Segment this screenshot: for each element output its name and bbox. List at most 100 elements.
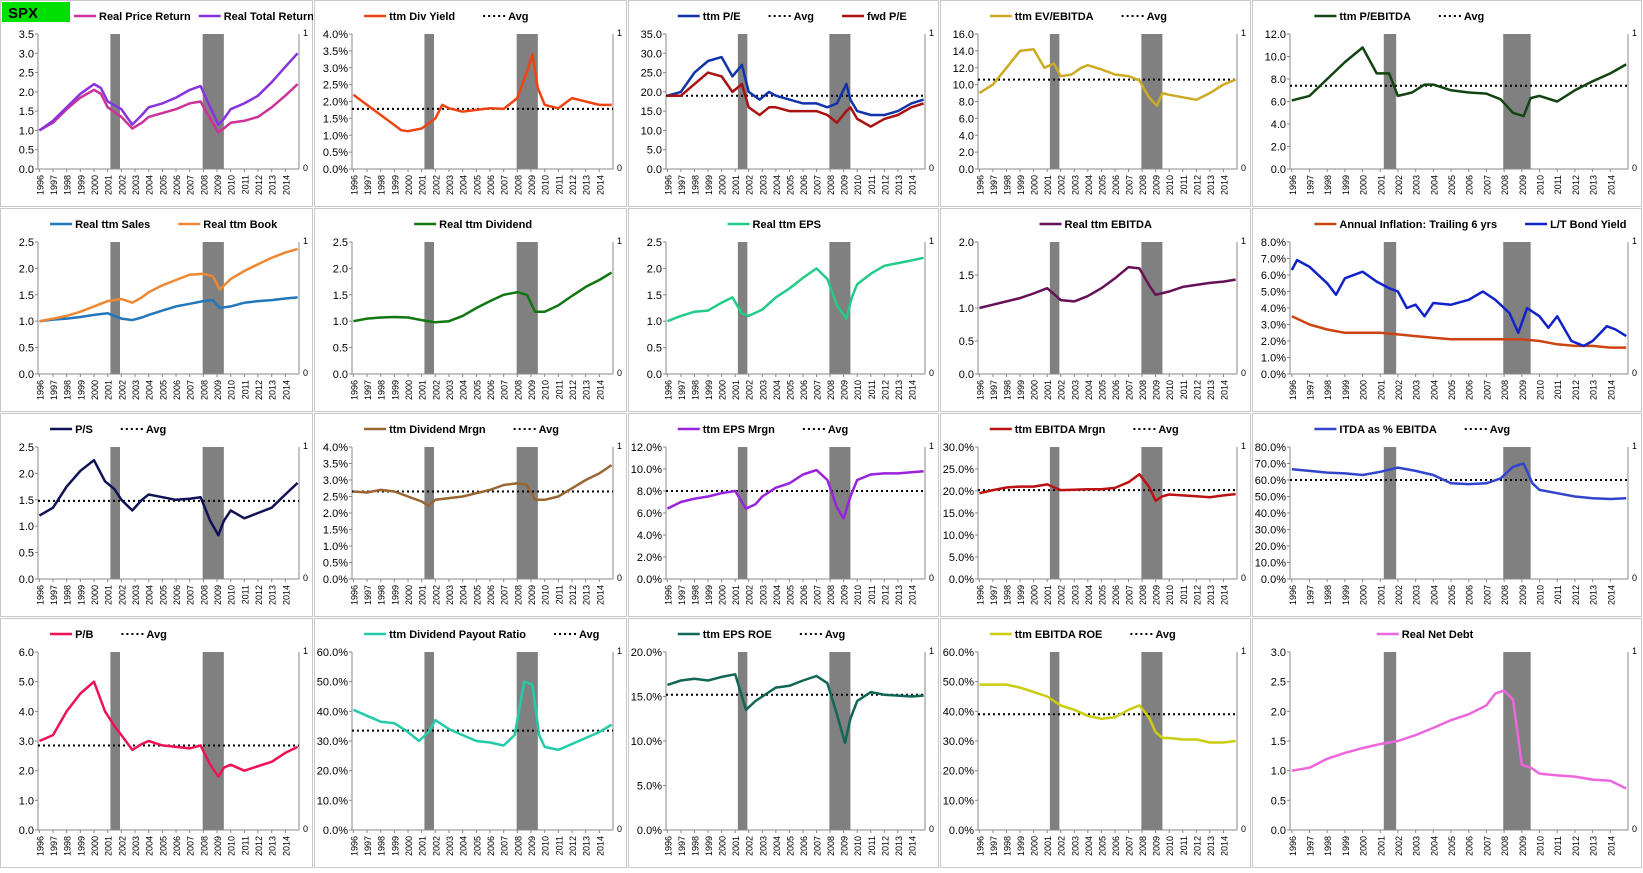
x-tick-label: 1999	[704, 380, 714, 400]
x-tick-label: 2007	[186, 836, 196, 856]
x-tick-label: 2004	[459, 585, 469, 605]
y-tick-label: 60.0%	[943, 647, 974, 659]
x-tick-label: 2001	[731, 585, 741, 605]
x-tick-label: 2003	[1412, 585, 1422, 605]
secondary-tick-label: 1	[1632, 441, 1637, 451]
y-tick-label: 50.0%	[1255, 492, 1286, 504]
x-tick-label: 2008	[826, 380, 836, 400]
legend-label: Avg	[1147, 11, 1167, 23]
x-tick-label: 2009	[213, 585, 223, 605]
x-tick-label: 2004	[772, 380, 782, 400]
x-tick-label: 2014	[281, 380, 291, 400]
x-tick-label: 2014	[595, 836, 605, 856]
x-tick-label: 2005	[472, 175, 482, 195]
x-tick-label: 1996	[349, 836, 359, 856]
x-tick-label: 2007	[1125, 175, 1135, 195]
x-tick-label: 2006	[172, 585, 182, 605]
x-tick-label: 2006	[486, 585, 496, 605]
y-tick-label: 12.0	[1265, 29, 1286, 41]
x-tick-label: 2011	[240, 585, 250, 604]
x-tick-label: 2002	[1057, 836, 1067, 856]
legend-label: Real ttm EBITDA	[1065, 219, 1152, 231]
x-tick-label: 2003	[758, 380, 768, 400]
x-tick-label: 2009	[527, 585, 537, 605]
y-tick-label: 1.0	[959, 303, 974, 315]
legend-label: Real ttm Book	[203, 219, 278, 231]
x-tick-label: 2004	[145, 175, 155, 195]
x-tick-label: 2002	[1057, 585, 1067, 605]
x-tick-label: 2005	[1097, 585, 1107, 605]
chart-svg-pe: 0.0 5.0 10.0 15.0 20.0 25.0 30.0 35.0 1 0 1996 1997…	[628, 0, 939, 207]
x-tick-label: 2009	[213, 380, 223, 400]
x-tick-label: 1998	[377, 585, 387, 605]
panel-border	[628, 0, 939, 207]
series-line	[1291, 315, 1627, 349]
chart-svg-itda-ebitda: 0.0% 10.0% 20.0% 30.0% 40.0% 50.0% 60.0% 70.0% 8…	[1252, 413, 1642, 617]
x-tick-label: 2007	[1482, 836, 1492, 856]
x-tick-label: 1997	[989, 585, 999, 605]
y-tick-label: 3.5%	[323, 459, 348, 471]
recession-band	[1141, 447, 1163, 579]
x-tick-label: 2006	[1111, 836, 1121, 856]
x-tick-label: 2002	[745, 585, 755, 605]
y-tick-label: 1.5	[19, 495, 34, 507]
recession-band	[829, 34, 851, 169]
secondary-tick-label: 0	[303, 163, 308, 173]
chart-svg-payout: 0.0% 10.0% 20.0% 30.0% 40.0% 50.0% 60.0% 1 0 1996…	[314, 618, 627, 868]
x-tick-label: 1997	[989, 175, 999, 195]
y-tick-label: 0.0%	[637, 825, 662, 837]
x-tick-label: 2009	[840, 380, 850, 400]
secondary-tick-label: 1	[303, 441, 308, 451]
y-tick-label: 1.0	[19, 521, 34, 533]
x-tick-label: 2011	[1553, 380, 1563, 399]
y-tick-label: 2.0	[1271, 706, 1286, 718]
legend-label: Avg	[579, 629, 599, 641]
x-tick-label: 2005	[1097, 836, 1107, 856]
x-tick-label: 1997	[49, 836, 59, 856]
x-tick-label: 2007	[1125, 380, 1135, 400]
x-tick-label: 2002	[745, 175, 755, 195]
x-tick-label: 2007	[1482, 380, 1492, 400]
x-tick-label: 1996	[975, 175, 985, 195]
legend-label: ttm Dividend Mrgn	[389, 424, 486, 436]
y-tick-label: 2.5	[647, 237, 662, 249]
x-tick-label: 2005	[158, 836, 168, 856]
y-tick-label: 70.0%	[1255, 459, 1286, 471]
x-tick-label: 2000	[1030, 836, 1040, 856]
chart-panel-div-margin: 0.0% 0.5% 1.0% 1.5% 2.0% 2.5% 3.0% 3.5% 4.0% 1 0 19…	[314, 413, 627, 617]
recession-band	[516, 34, 538, 169]
legend-label: ttm P/EBITDA	[1339, 11, 1411, 23]
y-tick-label: 2.0	[19, 263, 34, 275]
y-tick-label: 2.0%	[1261, 336, 1286, 348]
legend-label: Annual Inflation: Trailing 6 yrs	[1339, 219, 1497, 231]
y-tick-label: 3.0%	[323, 475, 348, 487]
x-tick-label: 2004	[1429, 585, 1439, 605]
x-tick-label: 2005	[472, 380, 482, 400]
x-tick-label: 2005	[785, 836, 795, 856]
y-tick-label: 2.5	[19, 68, 34, 80]
x-tick-label: 1996	[1288, 836, 1298, 856]
x-tick-label: 1996	[349, 585, 359, 605]
recession-band	[1503, 652, 1531, 830]
x-tick-label: 2001	[104, 836, 114, 856]
chart-svg-eps-roe: 0.0% 5.0% 10.0% 15.0% 20.0% 1 0 1996 1997 1998 199…	[628, 618, 939, 868]
x-tick-label: 2007	[813, 380, 823, 400]
y-tick-label: 10.0	[641, 125, 662, 137]
legend-label: ttm P/E	[703, 11, 741, 23]
y-tick-label: 3.0	[1271, 647, 1286, 659]
x-tick-label: 1999	[1341, 380, 1351, 400]
panel-border	[628, 208, 939, 412]
x-tick-label: 1999	[1341, 585, 1351, 605]
series-line	[978, 47, 1237, 107]
legend-label: Avg	[539, 424, 559, 436]
x-tick-label: 2008	[1500, 836, 1510, 856]
y-tick-label: 0.0	[19, 574, 34, 586]
recession-band	[202, 447, 224, 579]
chart-svg-ps: 0.0 0.5 1.0 1.5 2.0 2.5 1 0 1996 1997 1998 1999 2000…	[0, 413, 313, 617]
x-tick-label: 2000	[1359, 175, 1369, 195]
x-tick-label: 2008	[1500, 380, 1510, 400]
legend-label: Real Price Return	[99, 11, 191, 23]
x-tick-label: 2007	[500, 175, 510, 195]
secondary-tick-label: 1	[929, 28, 934, 38]
x-tick-label: 2014	[595, 585, 605, 605]
